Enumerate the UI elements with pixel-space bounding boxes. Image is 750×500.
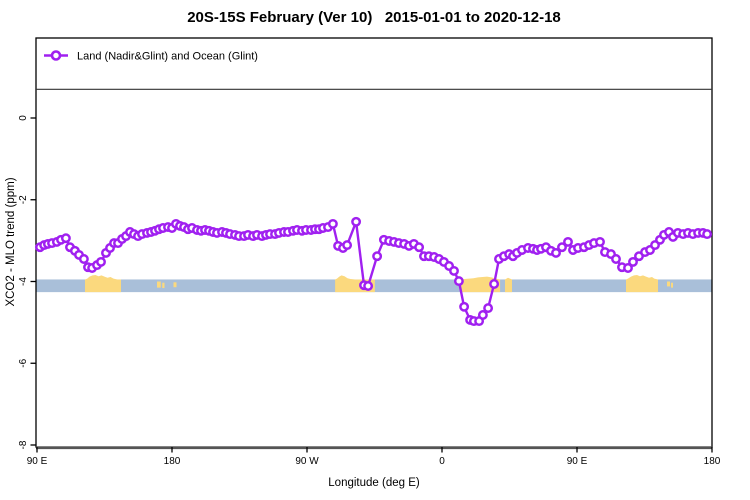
land-speckle-3: [667, 281, 670, 287]
data-point: [453, 276, 464, 287]
land-speckle-2: [173, 282, 177, 288]
data-point: [342, 240, 353, 251]
data-point: [327, 218, 338, 229]
data-point: [483, 303, 494, 314]
data-point: [551, 247, 561, 258]
legend-label: Land (Nadir&Glint) and Ocean (Glint): [77, 51, 258, 63]
chart-title: 20S-15S February (Ver 10) 2015-01-01 to …: [187, 9, 561, 26]
y-tick-label: -8: [18, 440, 29, 449]
legend-marker-icon: [50, 50, 62, 61]
y-tick-label: 0: [18, 115, 29, 121]
coverage-bands: [36, 275, 712, 293]
data-series: [35, 216, 713, 327]
data-point: [489, 279, 500, 289]
data-point: [563, 236, 573, 247]
land-speckle-1: [162, 282, 165, 289]
legend: Land (Nadir&Glint) and Ocean (Glint): [36, 50, 712, 90]
land-band-australia-west-copy: [85, 275, 121, 293]
land-band-africa: [460, 276, 501, 293]
y-tick-label: -4: [18, 277, 29, 286]
data-point: [702, 229, 713, 240]
x-tick-label: 180: [704, 456, 721, 467]
x-axis-title: Longitude (deg E): [328, 477, 420, 489]
x-tick-label: 90 W: [295, 456, 319, 467]
data-point: [60, 233, 71, 244]
land-band-australia-east-copy: [626, 275, 658, 293]
data-point: [414, 242, 425, 253]
land-speckle-4: [671, 282, 673, 288]
x-tick-label: 180: [164, 456, 181, 467]
land-band-madagascar: [505, 277, 512, 293]
data-point: [372, 251, 383, 262]
y-tick-label: -6: [18, 358, 29, 367]
data-point: [459, 301, 470, 312]
y-axis-title: XCO2 - MLO trend (ppm): [5, 177, 17, 306]
data-point: [449, 265, 459, 276]
data-point: [595, 236, 605, 247]
data-point: [557, 242, 567, 253]
land-speckle-0: [157, 281, 161, 288]
y-tick-label: -2: [18, 195, 29, 204]
x-tick-label: 90 E: [567, 456, 588, 467]
x-tick-label: 90 E: [27, 456, 48, 467]
data-point: [96, 256, 106, 267]
axes: 90 E 180 90 W 0 90 E 180 0 -2 -4 -6 -8: [18, 37, 721, 467]
data-point: [623, 263, 633, 273]
plot-border: [35, 37, 713, 448]
data-point: [363, 281, 374, 291]
data-point: [351, 216, 362, 227]
data-point: [628, 256, 638, 267]
data-point: [78, 254, 89, 264]
data-point: [477, 310, 488, 320]
data-point: [611, 254, 621, 264]
x-tick-label: 0: [439, 456, 445, 467]
